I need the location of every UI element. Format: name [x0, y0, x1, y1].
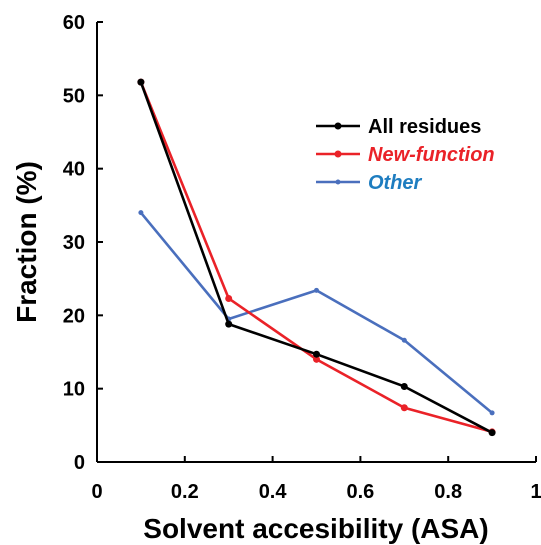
legend-label: All residues — [368, 116, 481, 138]
x-axis-title: Solvent accesibility (ASA) — [143, 513, 488, 544]
legend-swatch-marker — [335, 179, 341, 185]
series-line — [139, 211, 493, 414]
y-tick-label: 0 — [74, 452, 85, 474]
y-tick-label: 30 — [63, 232, 85, 254]
x-axis: 0 0.2 0.4 0.6 0.8 1 Solvent accesibility (ASA… — [91, 456, 541, 544]
series-0 — [137, 78, 496, 437]
y-tick-label: 20 — [63, 305, 85, 327]
x-ticks: 0 0.2 0.4 0.6 0.8 1 — [91, 456, 541, 503]
series-2 — [138, 210, 495, 416]
data-point — [137, 78, 145, 86]
data-point — [313, 350, 320, 358]
data-point — [400, 382, 408, 390]
x-tick-label: 0.6 — [346, 481, 374, 503]
y-axis: 0 10 20 30 40 50 60 Fraction (%) — [11, 12, 103, 474]
data-point — [225, 294, 233, 302]
legend-label: Other — [368, 172, 423, 194]
data-point — [489, 410, 495, 416]
x-tick-label: 0.4 — [259, 481, 288, 503]
legend-swatch-marker — [334, 150, 342, 158]
data-point — [488, 429, 496, 437]
legend: All residues New-function Other — [316, 116, 495, 194]
y-ticks: 0 10 20 30 40 50 60 — [63, 12, 103, 474]
data-point — [138, 210, 144, 216]
y-tick-label: 50 — [63, 85, 85, 107]
x-tick-label: 1 — [530, 481, 541, 503]
data-point — [225, 320, 233, 328]
data-point — [313, 355, 320, 363]
legend-swatch-marker — [334, 122, 342, 130]
data-point — [401, 337, 407, 343]
x-tick-label: 0.2 — [171, 481, 199, 503]
legend-item: All residues — [316, 116, 481, 138]
x-tick-label: 0 — [91, 481, 102, 503]
y-tick-label: 60 — [63, 12, 85, 34]
y-axis-title: Fraction (%) — [11, 161, 42, 323]
y-tick-label: 40 — [63, 159, 85, 181]
legend-item: New-function — [316, 144, 495, 166]
x-tick-label: 0.8 — [434, 481, 462, 503]
y-tick-label: 10 — [63, 379, 85, 401]
legend-label: New-function — [368, 144, 495, 166]
data-point — [400, 404, 408, 412]
data-point — [314, 287, 319, 293]
plot-series — [137, 78, 496, 437]
legend-item: Other — [316, 172, 423, 194]
